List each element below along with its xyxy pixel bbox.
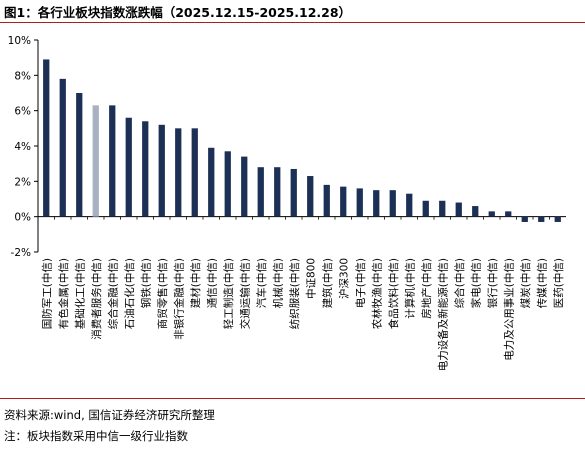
x-tick-label: 有色金属(中信) xyxy=(57,258,70,329)
bar xyxy=(208,147,215,217)
bar xyxy=(488,211,495,217)
bar xyxy=(158,124,165,217)
x-tick-label: 医药(中信) xyxy=(552,258,565,308)
bar xyxy=(43,59,50,217)
source-note: 资料来源:wind, 国信证券经济研究所整理 xyxy=(4,408,215,422)
bar xyxy=(538,216,545,222)
bar-chart-svg: -2% 0% 2% 4% 6% 8% 10% 国防军工(中信) 有色金属(中信) 基础化工(中信… xyxy=(8,35,566,371)
bar xyxy=(241,156,248,217)
x-tick-label: 石油石化(中信) xyxy=(123,258,136,329)
title-divider xyxy=(0,22,585,23)
y-tick-label: 8% xyxy=(14,70,31,82)
bar xyxy=(356,188,363,217)
x-tick-label: 煤炭(中信) xyxy=(519,258,532,308)
y-tick-label: 0% xyxy=(14,212,31,224)
bar xyxy=(274,167,281,217)
bar xyxy=(307,176,314,217)
x-tick-label: 电力及公用事业(中信) xyxy=(502,258,515,361)
x-tick-label: 通信(中信) xyxy=(205,258,218,308)
x-tick-label: 银行(中信) xyxy=(486,258,499,308)
x-tick-label: 家电(中信) xyxy=(469,258,482,308)
bar xyxy=(125,117,132,217)
bar xyxy=(92,105,99,217)
bar xyxy=(406,193,413,217)
bar xyxy=(175,128,182,217)
x-tick-label: 纺织服装(中信) xyxy=(288,258,301,329)
x-tick-label: 房地产(中信) xyxy=(420,258,433,319)
bar xyxy=(389,190,396,217)
x-tick-label: 机械(中信) xyxy=(271,258,284,308)
bar xyxy=(472,206,479,217)
bar xyxy=(290,168,297,217)
x-tick-label: 钢铁(中信) xyxy=(139,258,152,308)
x-tick-label: 国防军工(中信) xyxy=(40,258,53,329)
bar xyxy=(191,128,198,217)
x-tick-label: 中证800 xyxy=(304,258,317,299)
y-tick-label: 2% xyxy=(14,176,31,188)
bar-chart: -2% 0% 2% 4% 6% 8% 10% 国防军工(中信) 有色金属(中信) 基础化工(中信… xyxy=(0,24,585,400)
bar xyxy=(554,216,561,222)
x-tick-label: 建材(中信) xyxy=(189,258,202,308)
y-tick-label: 10% xyxy=(8,35,31,47)
x-tick-label: 沪深300 xyxy=(337,258,350,299)
x-tick-label: 电子(中信) xyxy=(354,258,367,308)
bottom-divider xyxy=(0,398,585,399)
x-tick-label: 交通运输(中信) xyxy=(238,258,251,329)
x-tick-label: 传媒(中信) xyxy=(535,258,548,308)
x-tick-label: 建筑(中信) xyxy=(321,258,334,308)
x-tick-label: 基础化工(中信) xyxy=(73,258,86,329)
bar xyxy=(257,167,264,217)
y-tick-label: 6% xyxy=(14,106,31,118)
x-tick-label: 农林牧渔(中信) xyxy=(370,258,383,329)
bar xyxy=(505,211,512,217)
bar xyxy=(224,151,231,217)
remark-note: 注：板块指数采用中信一级行业指数 xyxy=(4,429,188,443)
x-tick-label: 综合(中信) xyxy=(453,258,466,308)
bar xyxy=(521,216,528,222)
bar xyxy=(142,121,149,217)
bar xyxy=(109,105,116,217)
y-axis: -2% 0% 2% 4% 6% 8% 10% xyxy=(8,35,566,259)
bar xyxy=(76,93,83,217)
x-tick-label: 食品饮料(中信) xyxy=(387,258,400,329)
x-tick-label: 商贸零售(中信) xyxy=(156,258,169,329)
figure-title: 图1：各行业板块指数涨跌幅（2025.12.15-2025.12.28） xyxy=(4,5,352,20)
bar xyxy=(373,190,380,217)
x-tick-label: 电力设备及新能源(中信) xyxy=(436,258,449,371)
y-tick-label: -2% xyxy=(11,247,31,259)
bar xyxy=(455,202,462,217)
bars xyxy=(43,59,561,222)
x-tick-label: 综合金融(中信) xyxy=(106,258,119,329)
bar xyxy=(340,186,347,217)
bar xyxy=(439,200,446,217)
x-tick-label: 汽车(中信) xyxy=(255,258,268,308)
x-tick-label: 消费者服务(中信) xyxy=(90,258,103,340)
bar xyxy=(422,200,429,217)
x-tick-label: 计算机(中信) xyxy=(403,258,416,319)
x-tick-label: 非银行金融(中信) xyxy=(172,258,185,340)
bar xyxy=(59,78,66,217)
x-axis-labels: 国防军工(中信) 有色金属(中信) 基础化工(中信) 消费者服务(中信) 综合金融(中信… xyxy=(37,216,565,371)
bar xyxy=(323,184,330,217)
y-tick-label: 4% xyxy=(14,141,31,153)
x-tick-label: 轻工制造(中信) xyxy=(222,258,235,329)
